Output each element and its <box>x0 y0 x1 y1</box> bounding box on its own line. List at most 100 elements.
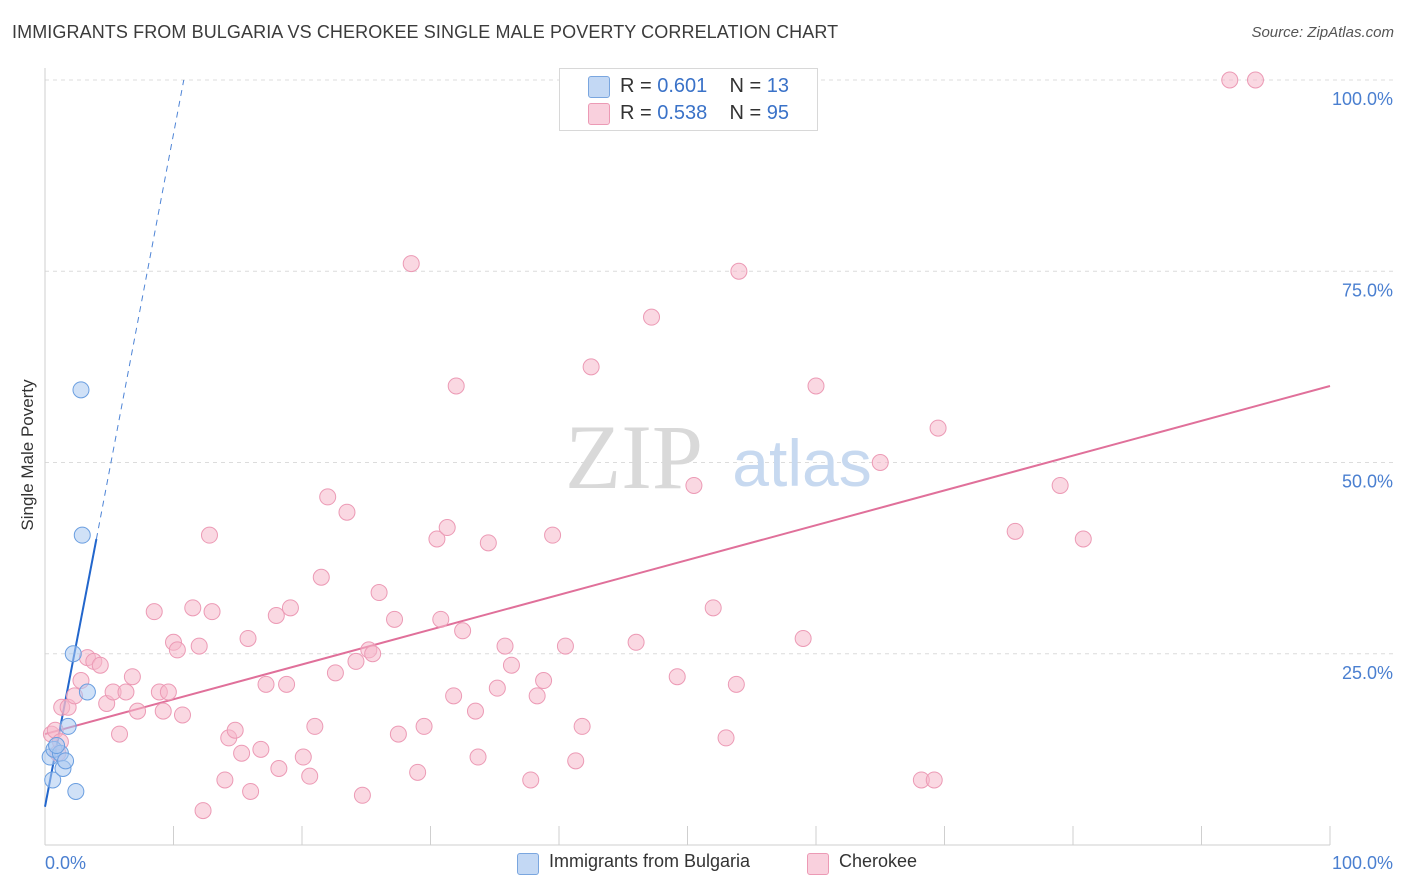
point-cherokee <box>301 767 319 785</box>
point-cherokee <box>203 603 221 621</box>
x-tick-label: 100.0% <box>1332 853 1393 873</box>
point-cherokee <box>338 503 356 521</box>
legend-label-cherokee: Cherokee <box>839 851 918 871</box>
n-label: N = <box>729 102 762 124</box>
point-cherokee <box>643 308 661 326</box>
point-cherokee <box>454 622 472 640</box>
point-cherokee <box>567 752 585 770</box>
y-tick-label: 50.0% <box>1342 472 1393 492</box>
point-cherokee <box>871 454 889 471</box>
point-cherokee <box>1051 476 1069 494</box>
legend-swatch-cherokee <box>807 853 829 875</box>
point-cherokee <box>306 717 324 735</box>
point-cherokee <box>216 771 234 789</box>
y-tick-label: 75.0% <box>1342 280 1393 300</box>
point-bulgaria <box>44 771 62 789</box>
point-cherokee <box>415 717 433 735</box>
point-cherokee <box>522 771 540 789</box>
point-cherokee <box>668 668 686 686</box>
point-cherokee <box>438 519 456 537</box>
point-cherokee <box>226 721 244 739</box>
point-cherokee <box>364 645 382 663</box>
point-cherokee <box>154 702 172 720</box>
n-value-bulgaria: 13 <box>766 75 790 97</box>
point-cherokee <box>294 748 312 766</box>
point-cherokee <box>145 603 163 621</box>
point-cherokee <box>347 652 365 670</box>
trend-line-bulgaria-extension <box>95 79 185 540</box>
point-cherokee <box>807 377 825 395</box>
point-cherokee <box>409 763 427 781</box>
point-cherokee <box>447 377 465 395</box>
point-cherokee <box>466 702 484 720</box>
point-cherokee <box>278 675 296 693</box>
point-cherokee <box>717 729 735 747</box>
point-cherokee <box>129 702 147 720</box>
point-cherokee <box>685 476 703 494</box>
trend-line-cherokee <box>44 385 1331 736</box>
point-cherokee <box>627 633 645 651</box>
point-cherokee <box>535 672 553 690</box>
point-cherokee <box>252 740 270 758</box>
point-cherokee <box>704 599 722 617</box>
stats-legend: R = 0.601 N = 13 R = 0.538 N = 95 <box>559 68 818 131</box>
watermark-zip: ZIP <box>565 406 703 508</box>
point-cherokee <box>173 706 191 724</box>
point-cherokee <box>190 637 208 655</box>
point-bulgaria <box>73 526 91 544</box>
r-label: R = <box>620 75 652 97</box>
point-cherokee <box>432 610 450 628</box>
point-bulgaria <box>48 737 66 755</box>
point-cherokee <box>239 629 257 647</box>
point-cherokee <box>117 683 135 701</box>
point-cherokee <box>1246 71 1264 89</box>
point-cherokee <box>194 802 212 820</box>
tick-labels: 25.0% 50.0% 75.0% 100.0% 0.0% 100.0% <box>45 89 1393 873</box>
point-bulgaria <box>57 752 75 770</box>
x-tick-label: 0.0% <box>45 853 86 873</box>
chart-title: IMMIGRANTS FROM BULGARIA VS CHEROKEE SIN… <box>12 22 839 42</box>
watermark: ZIP atlas <box>565 406 872 508</box>
point-cherokee <box>573 717 591 735</box>
point-cherokee <box>544 526 562 544</box>
point-cherokee <box>479 534 497 552</box>
point-cherokee <box>582 358 600 376</box>
point-cherokee <box>925 771 943 789</box>
point-cherokee <box>929 419 947 437</box>
point-cherokee <box>123 668 141 686</box>
point-cherokee <box>267 607 285 624</box>
point-cherokee <box>168 641 186 659</box>
point-cherokee <box>386 610 404 628</box>
point-cherokee <box>159 683 177 701</box>
legend-label-bulgaria: Immigrants from Bulgaria <box>549 851 751 871</box>
point-cherokee <box>200 526 218 544</box>
point-cherokee <box>326 664 344 682</box>
point-cherokee <box>428 530 446 548</box>
point-cherokee <box>1074 530 1092 548</box>
point-cherokee <box>281 599 299 617</box>
point-cherokee <box>370 584 388 602</box>
point-cherokee <box>727 675 745 693</box>
point-cherokee <box>488 679 506 697</box>
r-label: R = <box>620 102 652 124</box>
point-cherokee <box>556 637 574 655</box>
point-bulgaria <box>67 782 85 800</box>
point-cherokee <box>111 725 129 743</box>
point-bulgaria <box>64 645 82 663</box>
source-label: Source: ZipAtlas.com <box>1251 24 1394 41</box>
point-cherokee <box>184 599 202 617</box>
gridlines <box>45 79 1395 655</box>
point-cherokee <box>353 786 371 804</box>
point-cherokee <box>233 744 251 762</box>
r-value-cherokee: 0.538 <box>657 102 708 124</box>
point-cherokee <box>402 255 420 273</box>
point-cherokee <box>794 629 812 647</box>
watermark-atlas: atlas <box>732 426 871 500</box>
legend-swatch-bulgaria <box>588 76 610 98</box>
r-value-bulgaria: 0.601 <box>657 75 708 97</box>
n-label: N = <box>729 75 762 97</box>
axes <box>44 68 1331 846</box>
legend-swatch-cherokee <box>588 103 610 125</box>
n-value-cherokee: 95 <box>766 102 790 124</box>
